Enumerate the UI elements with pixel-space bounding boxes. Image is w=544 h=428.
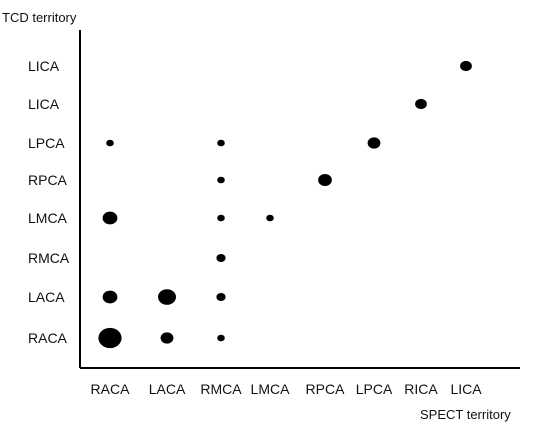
x-tick-label: RICA: [404, 381, 438, 397]
x-tick-label: RMCA: [200, 381, 242, 397]
x-tick-label: LICA: [450, 381, 482, 397]
y-tick-label: RMCA: [28, 250, 70, 266]
y-tick-label: RACA: [28, 330, 68, 346]
data-point: [216, 293, 226, 301]
data-point: [217, 176, 225, 184]
data-point: [415, 98, 427, 110]
y-axis-title: TCD territory: [2, 10, 77, 25]
x-axis-title: SPECT territory: [420, 407, 511, 422]
data-point: [266, 214, 274, 222]
data-point: [160, 332, 174, 344]
x-tick-label: LACA: [149, 381, 186, 397]
x-tick-label: RACA: [91, 381, 131, 397]
y-tick-label: LICA: [28, 96, 60, 112]
data-point: [106, 139, 114, 147]
data-point: [217, 139, 225, 147]
y-tick-label: RPCA: [28, 172, 68, 188]
x-tick-label: LMCA: [251, 381, 291, 397]
data-points: [98, 60, 472, 349]
y-tick-label: LACA: [28, 289, 65, 305]
y-tick-labels: RACA LACA RMCA LMCA RPCA LPCA LICA LICA: [28, 58, 70, 346]
y-tick-label: LPCA: [28, 135, 65, 151]
data-point: [98, 327, 122, 349]
data-point: [318, 174, 332, 186]
data-point: [217, 214, 225, 222]
y-tick-label: LICA: [28, 58, 60, 74]
data-point: [217, 334, 225, 342]
data-point: [460, 60, 472, 72]
data-point: [367, 137, 381, 149]
y-tick-label: LMCA: [28, 210, 68, 226]
data-point: [216, 254, 226, 262]
data-point: [102, 211, 118, 225]
x-tick-labels: RACA LACA RMCA LMCA RPCA LPCA RICA LICA: [91, 381, 483, 397]
data-point: [102, 290, 118, 304]
data-point: [158, 289, 176, 305]
x-tick-label: RPCA: [306, 381, 346, 397]
x-tick-label: LPCA: [356, 381, 393, 397]
